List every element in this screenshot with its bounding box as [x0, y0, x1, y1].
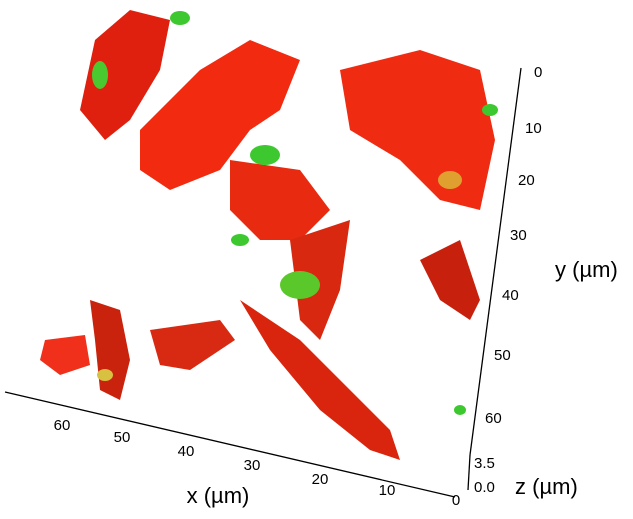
x-tick-label: 60 — [54, 417, 71, 434]
x-axis-label: x (µm) — [187, 483, 250, 508]
x-axis — [4, 391, 456, 498]
blob — [280, 271, 320, 299]
blob — [482, 104, 498, 116]
volume-render — [40, 10, 498, 460]
y-tick-label: 40 — [502, 287, 519, 304]
blob — [290, 220, 350, 340]
x-tick-label: 10 — [379, 482, 396, 499]
y-ticks: 0 10 20 30 40 50 60 3.5 0.0 — [474, 64, 542, 496]
z-axis — [467, 454, 471, 491]
blob — [97, 369, 113, 381]
x-tick-label: 20 — [312, 471, 329, 488]
blob — [420, 240, 480, 320]
blob — [90, 300, 130, 400]
z-axis-label: z (µm) — [515, 474, 578, 499]
x-ticks: 60 50 40 30 20 10 0 — [54, 417, 461, 509]
y-axis-label: y (µm) — [555, 257, 618, 282]
blob — [340, 50, 495, 210]
z-tick-label: 3.5 — [474, 455, 495, 472]
x-tick-label: 30 — [244, 457, 261, 474]
blob — [230, 160, 330, 240]
blob — [438, 171, 462, 189]
x-tick-label: 50 — [114, 429, 131, 446]
blob — [80, 10, 170, 140]
y-tick-label: 20 — [518, 172, 535, 189]
blob — [240, 300, 400, 460]
y-tick-label: 60 — [485, 410, 502, 427]
blob — [150, 320, 235, 370]
blob — [231, 234, 249, 246]
y-tick-label: 0 — [534, 64, 542, 81]
axes — [4, 67, 522, 498]
x-tick-label: 0 — [452, 492, 460, 509]
z-tick-label: 0.0 — [474, 479, 495, 496]
blob — [92, 61, 108, 89]
blob — [170, 11, 190, 25]
blob — [140, 40, 300, 190]
y-tick-label: 10 — [525, 120, 542, 137]
blob — [454, 405, 466, 415]
y-axis — [469, 67, 522, 456]
y-tick-label: 30 — [510, 227, 527, 244]
blob — [40, 335, 90, 375]
blob — [250, 145, 280, 165]
x-tick-label: 40 — [178, 443, 195, 460]
y-tick-label: 50 — [494, 347, 511, 364]
